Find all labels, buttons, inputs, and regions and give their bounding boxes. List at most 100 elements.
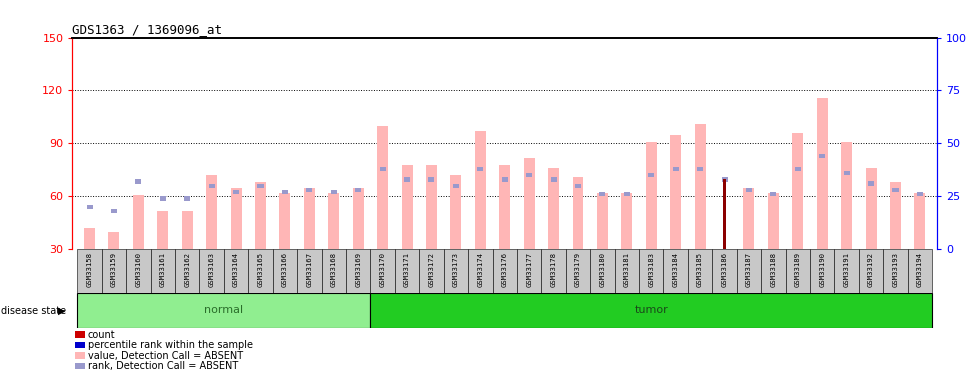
Bar bbox=[816, 98, 828, 249]
Bar bbox=[450, 175, 462, 249]
FancyBboxPatch shape bbox=[322, 249, 346, 292]
Text: GSM33161: GSM33161 bbox=[159, 252, 166, 286]
Bar bbox=[843, 171, 850, 175]
Text: GSM33187: GSM33187 bbox=[746, 252, 752, 286]
Text: GSM33164: GSM33164 bbox=[233, 252, 239, 286]
FancyBboxPatch shape bbox=[590, 249, 614, 292]
Bar bbox=[206, 175, 217, 249]
Text: GSM33162: GSM33162 bbox=[185, 252, 190, 286]
Bar bbox=[548, 168, 559, 249]
FancyBboxPatch shape bbox=[175, 249, 199, 292]
Bar bbox=[477, 166, 483, 171]
Text: GSM33176: GSM33176 bbox=[501, 252, 508, 286]
Text: GSM33180: GSM33180 bbox=[600, 252, 606, 286]
Text: GSM33194: GSM33194 bbox=[917, 252, 923, 286]
Text: percentile rank within the sample: percentile rank within the sample bbox=[88, 340, 253, 350]
Bar bbox=[890, 182, 901, 249]
Bar bbox=[159, 196, 166, 201]
Text: GSM33167: GSM33167 bbox=[306, 252, 312, 286]
Text: GSM33183: GSM33183 bbox=[648, 252, 654, 286]
Bar bbox=[722, 177, 727, 182]
Text: GSM33191: GSM33191 bbox=[843, 252, 850, 286]
Bar bbox=[526, 173, 532, 177]
Bar bbox=[328, 193, 339, 249]
Text: GSM33190: GSM33190 bbox=[819, 252, 825, 286]
Bar bbox=[279, 193, 291, 249]
Text: GSM33165: GSM33165 bbox=[258, 252, 264, 286]
Bar bbox=[370, 292, 932, 328]
Text: GSM33163: GSM33163 bbox=[209, 252, 214, 286]
FancyBboxPatch shape bbox=[151, 249, 175, 292]
Bar bbox=[917, 192, 923, 196]
Bar bbox=[646, 142, 657, 249]
Text: GSM33181: GSM33181 bbox=[624, 252, 630, 286]
Text: GSM33177: GSM33177 bbox=[526, 252, 532, 286]
Bar bbox=[697, 166, 703, 171]
FancyBboxPatch shape bbox=[370, 249, 395, 292]
Bar bbox=[819, 154, 825, 158]
Text: tumor: tumor bbox=[635, 305, 668, 315]
Text: GSM33192: GSM33192 bbox=[868, 252, 874, 286]
FancyBboxPatch shape bbox=[761, 249, 785, 292]
Bar bbox=[792, 133, 804, 249]
Bar bbox=[157, 210, 168, 249]
Bar bbox=[133, 195, 144, 249]
Text: GSM33174: GSM33174 bbox=[477, 252, 483, 286]
Bar bbox=[770, 192, 777, 196]
FancyBboxPatch shape bbox=[883, 249, 908, 292]
Bar bbox=[524, 158, 534, 249]
Text: GDS1363 / 1369096_at: GDS1363 / 1369096_at bbox=[72, 23, 222, 36]
FancyBboxPatch shape bbox=[908, 249, 932, 292]
Bar bbox=[182, 210, 193, 249]
Bar bbox=[84, 228, 95, 249]
Bar bbox=[306, 188, 312, 192]
FancyBboxPatch shape bbox=[517, 249, 541, 292]
FancyBboxPatch shape bbox=[664, 249, 688, 292]
Bar bbox=[429, 177, 435, 182]
Text: value, Detection Call = ABSENT: value, Detection Call = ABSENT bbox=[88, 351, 243, 360]
Text: GSM33186: GSM33186 bbox=[722, 252, 727, 286]
Bar bbox=[866, 168, 876, 249]
Bar bbox=[744, 188, 754, 249]
FancyBboxPatch shape bbox=[737, 249, 761, 292]
Bar bbox=[233, 190, 240, 194]
Bar bbox=[255, 182, 266, 249]
Bar bbox=[621, 193, 633, 249]
Bar bbox=[377, 126, 388, 249]
Text: GSM33184: GSM33184 bbox=[672, 252, 679, 286]
Bar bbox=[551, 177, 556, 182]
Bar bbox=[111, 209, 117, 213]
FancyBboxPatch shape bbox=[785, 249, 810, 292]
FancyBboxPatch shape bbox=[199, 249, 224, 292]
FancyBboxPatch shape bbox=[493, 249, 517, 292]
FancyBboxPatch shape bbox=[272, 249, 298, 292]
Bar bbox=[353, 188, 363, 249]
FancyBboxPatch shape bbox=[688, 249, 712, 292]
FancyBboxPatch shape bbox=[101, 249, 127, 292]
Text: GSM33160: GSM33160 bbox=[135, 252, 141, 286]
FancyBboxPatch shape bbox=[835, 249, 859, 292]
Bar bbox=[402, 165, 412, 249]
FancyBboxPatch shape bbox=[419, 249, 443, 292]
Bar bbox=[87, 205, 93, 209]
Bar bbox=[597, 193, 608, 249]
Text: GSM33171: GSM33171 bbox=[404, 252, 410, 286]
Bar bbox=[135, 179, 141, 184]
Bar bbox=[672, 166, 679, 171]
FancyBboxPatch shape bbox=[614, 249, 639, 292]
Bar bbox=[77, 292, 370, 328]
Text: GSM33159: GSM33159 bbox=[111, 252, 117, 286]
FancyBboxPatch shape bbox=[566, 249, 590, 292]
Bar bbox=[893, 188, 898, 192]
FancyBboxPatch shape bbox=[395, 249, 419, 292]
FancyBboxPatch shape bbox=[224, 249, 248, 292]
Bar bbox=[499, 165, 510, 249]
Bar bbox=[600, 192, 606, 196]
Text: normal: normal bbox=[205, 305, 243, 315]
Text: GSM33172: GSM33172 bbox=[429, 252, 435, 286]
Bar bbox=[648, 173, 654, 177]
Text: GSM33169: GSM33169 bbox=[355, 252, 361, 286]
Bar bbox=[380, 166, 385, 171]
Text: GSM33173: GSM33173 bbox=[453, 252, 459, 286]
Bar bbox=[501, 177, 508, 182]
